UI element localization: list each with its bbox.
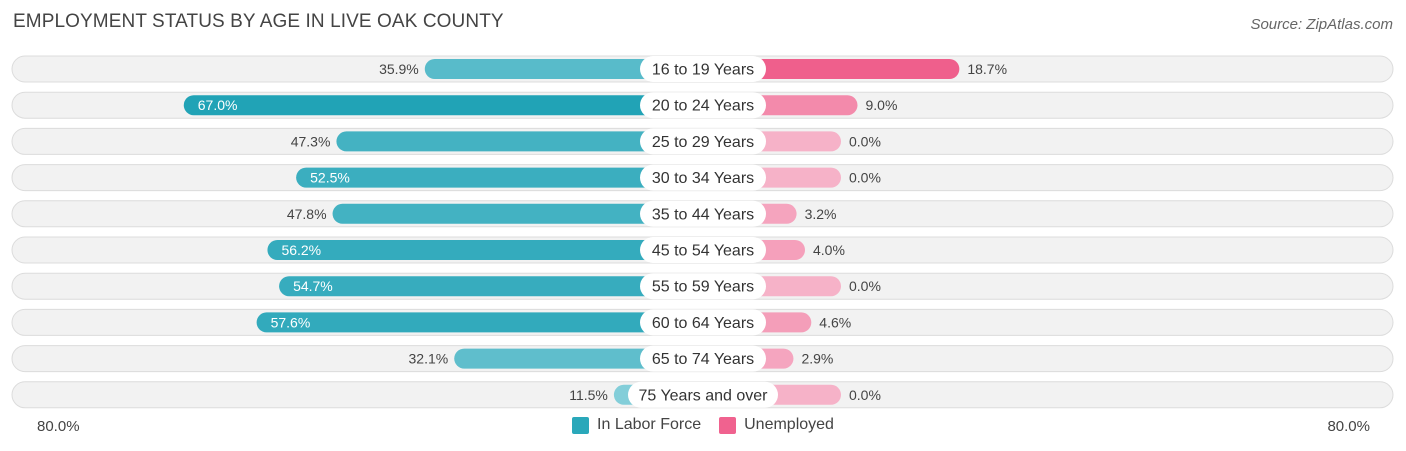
category-pill: [640, 273, 766, 300]
category-label: 25 to 29 Years: [652, 134, 754, 151]
value-label-labor-force: 47.3%: [291, 133, 331, 149]
category-label: 20 to 24 Years: [652, 98, 754, 115]
category-pill: [640, 237, 766, 263]
value-label-unemployed: 3.2%: [805, 206, 837, 222]
legend-label-unemployed: Unemployed: [744, 416, 834, 433]
bar-labor-force: [267, 240, 703, 260]
category-label: 16 to 19 Years: [652, 62, 754, 79]
category-pill: [628, 381, 778, 408]
category-label: 65 to 74 Years: [652, 351, 754, 368]
value-label-unemployed: 9.0%: [866, 97, 898, 113]
value-label-unemployed: 0.0%: [849, 133, 881, 149]
value-label-unemployed: 2.9%: [801, 351, 833, 367]
category-pill: [640, 200, 766, 227]
legend-label-labor-force: In Labor Force: [597, 416, 702, 433]
bar-labor-force: [296, 167, 703, 188]
value-label-labor-force: 67.0%: [198, 97, 238, 113]
axis-left-label: 80.0%: [37, 418, 80, 435]
value-label-labor-force: 52.5%: [310, 170, 350, 186]
category-label: 75 Years and over: [639, 387, 769, 404]
value-label-unemployed: 0.0%: [849, 170, 881, 186]
category-pill: [640, 164, 766, 191]
category-pill: [640, 92, 766, 119]
bar-labor-force: [256, 312, 703, 333]
legend-item-labor-force: In Labor Force: [572, 416, 701, 434]
value-label-labor-force: 47.8%: [287, 206, 327, 222]
value-label-labor-force: 11.5%: [569, 387, 608, 403]
legend: In Labor Force Unemployed: [0, 416, 1406, 434]
chart-plot: 16 to 19 Years 35.9% 18.7% 20 to 24 Years 67…: [11, 55, 1394, 409]
axis-right-label: 80.0%: [1327, 418, 1370, 435]
bar-labor-force: [336, 131, 703, 152]
value-label-labor-force: 54.7%: [293, 278, 333, 294]
value-label-labor-force: 35.9%: [379, 61, 419, 77]
category-label: 45 to 54 Years: [652, 243, 754, 260]
bar-labor-force: [279, 276, 703, 297]
bar-labor-force: [424, 59, 703, 79]
value-label-labor-force: 57.6%: [271, 314, 311, 330]
value-label-unemployed: 4.6%: [819, 314, 851, 330]
category-label: 55 to 59 Years: [652, 279, 754, 296]
bar-unemployed: [703, 59, 960, 79]
value-label-labor-force: 32.1%: [409, 351, 449, 367]
legend-swatch-unemployed: [719, 416, 737, 434]
value-label-unemployed: 18.7%: [967, 61, 1007, 77]
value-label-unemployed: 4.0%: [813, 242, 845, 258]
value-label-labor-force: 56.2%: [281, 242, 321, 258]
chart-source: Source: ZipAtlas.com: [1250, 16, 1393, 33]
category-pill: [640, 345, 766, 372]
chart-title: EMPLOYMENT STATUS BY AGE IN LIVE OAK COU…: [13, 11, 504, 32]
category-label: 35 to 44 Years: [652, 206, 754, 223]
category-pill: [640, 56, 766, 82]
category-label: 30 to 34 Years: [652, 170, 754, 187]
legend-item-unemployed: Unemployed: [719, 416, 834, 434]
bar-labor-force: [454, 348, 703, 369]
category-pill: [640, 128, 766, 155]
value-label-unemployed: 0.0%: [849, 278, 881, 294]
category-pill: [640, 309, 766, 336]
bar-labor-force: [183, 95, 703, 116]
legend-swatch-labor-force: [572, 416, 590, 434]
bar-labor-force: [332, 203, 703, 224]
category-label: 60 to 64 Years: [652, 315, 754, 332]
value-label-unemployed: 0.0%: [849, 387, 881, 403]
